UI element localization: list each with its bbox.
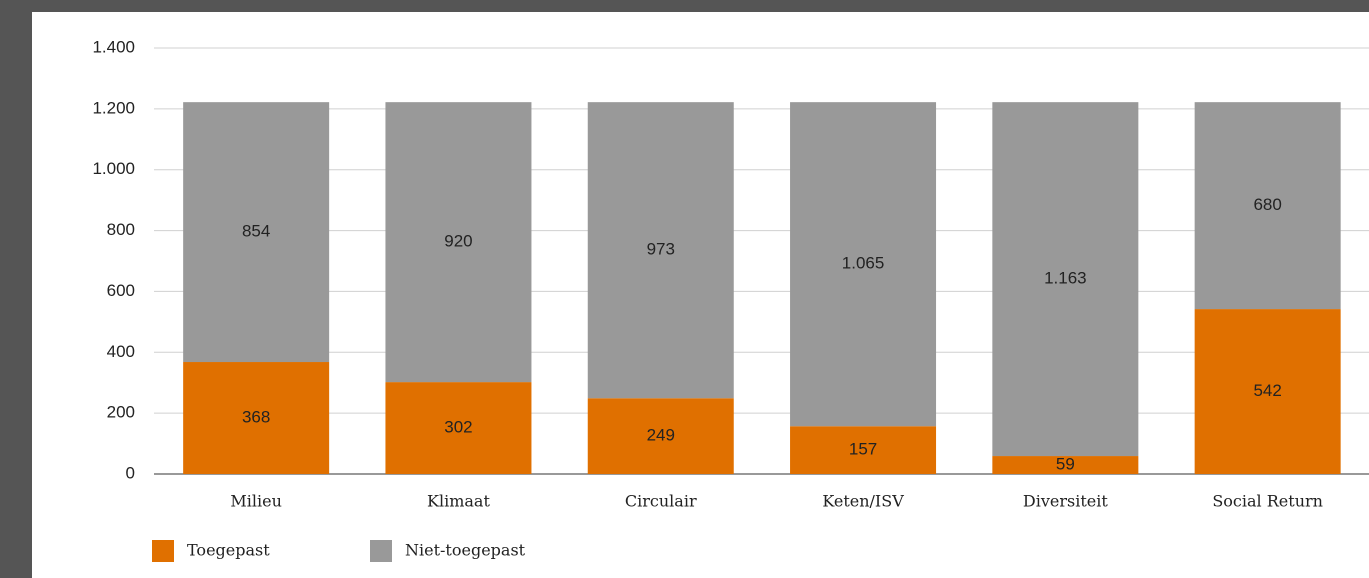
x-tick-label: Keten/ISV xyxy=(822,492,904,511)
x-tick-label: Social Return xyxy=(1212,492,1323,511)
y-tick-label: 1.400 xyxy=(92,37,135,56)
x-tick-label: Klimaat xyxy=(427,492,490,511)
data-label: 680 xyxy=(1253,195,1281,214)
data-label: 542 xyxy=(1253,381,1281,400)
y-tick-label: 1.200 xyxy=(92,98,135,117)
data-label: 302 xyxy=(444,418,472,437)
bar-segment xyxy=(385,102,532,383)
data-label: 1.163 xyxy=(1044,269,1087,288)
bar-segment xyxy=(385,382,532,474)
bar-segment xyxy=(1194,309,1341,474)
bar-segment xyxy=(587,102,734,399)
data-label: 249 xyxy=(647,426,675,445)
bar-segment xyxy=(587,398,734,474)
data-label: 920 xyxy=(444,232,472,251)
x-tick-label: Milieu xyxy=(230,492,282,511)
legend-label: Toegepast xyxy=(187,541,270,560)
legend-label: Niet-toegepast xyxy=(405,541,526,560)
data-label: 368 xyxy=(242,407,270,426)
data-label: 854 xyxy=(242,222,270,241)
y-tick-label: 800 xyxy=(107,220,135,239)
x-tick-label: Circulair xyxy=(625,492,697,511)
bar-segment xyxy=(992,102,1139,457)
bar-segment xyxy=(183,362,330,474)
bar-segment xyxy=(992,456,1139,474)
y-tick-label: 600 xyxy=(107,281,135,300)
x-tick-label: Diversiteit xyxy=(1023,492,1108,511)
y-tick-label: 200 xyxy=(107,403,135,422)
bar-segment xyxy=(790,426,937,474)
legend-swatch xyxy=(152,540,174,562)
data-label: 157 xyxy=(849,440,877,459)
y-tick-label: 0 xyxy=(126,463,135,482)
y-tick-label: 400 xyxy=(107,342,135,361)
bar-segment xyxy=(1194,102,1341,310)
legend-swatch xyxy=(370,540,392,562)
y-tick-label: 1.000 xyxy=(92,159,135,178)
data-label: 973 xyxy=(647,240,675,259)
data-label: 59 xyxy=(1056,455,1075,474)
data-label: 1.065 xyxy=(842,254,885,273)
bar-segment xyxy=(183,102,330,363)
bar-segment xyxy=(790,102,937,427)
